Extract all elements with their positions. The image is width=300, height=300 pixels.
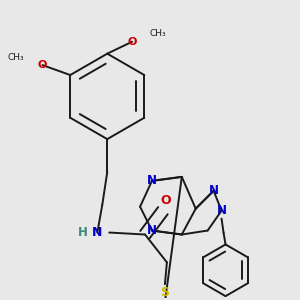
Text: CH₃: CH₃ <box>8 52 25 62</box>
Text: O: O <box>38 60 47 70</box>
Text: O: O <box>128 37 137 47</box>
Text: N: N <box>92 226 103 239</box>
Text: H: H <box>77 226 87 239</box>
Text: N: N <box>217 204 226 217</box>
Text: N: N <box>147 174 157 188</box>
Text: CH₃: CH₃ <box>150 29 166 38</box>
Text: S: S <box>160 286 169 299</box>
Text: O: O <box>160 194 171 207</box>
Text: N: N <box>208 184 219 197</box>
Text: N: N <box>147 224 157 237</box>
